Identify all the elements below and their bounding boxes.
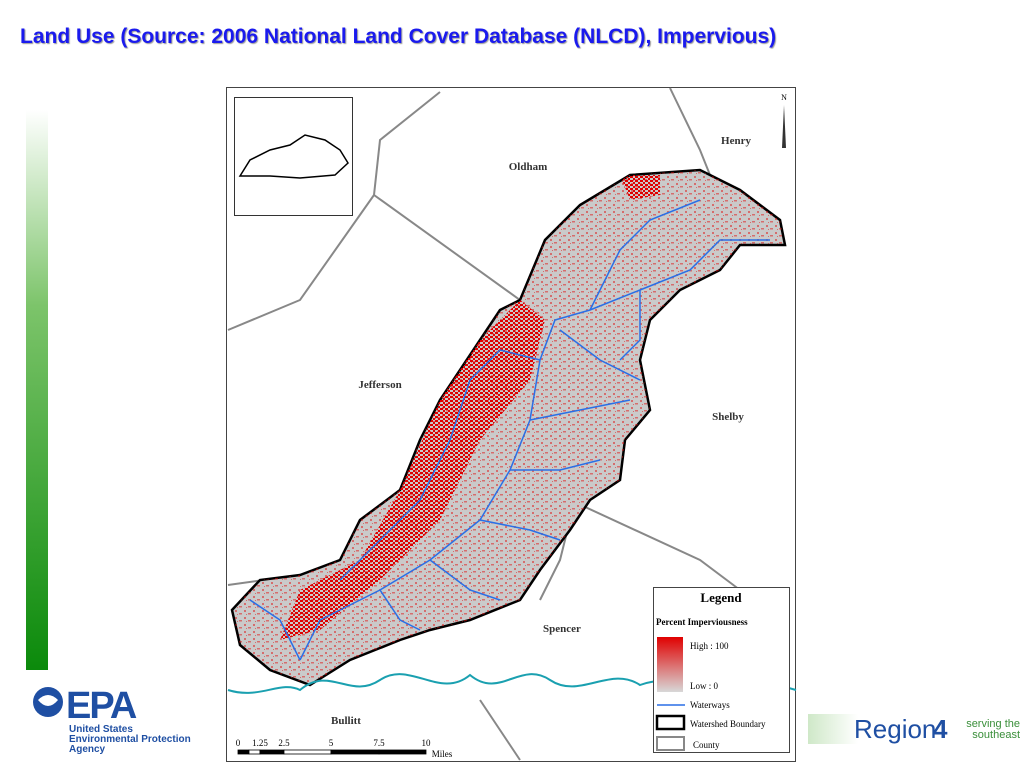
scale-label: 10 xyxy=(422,738,432,748)
legend-swatch xyxy=(655,714,686,731)
epa-logo: EPA United States Environmental Protecti… xyxy=(33,685,191,755)
river xyxy=(299,239,770,661)
river xyxy=(249,599,301,661)
waterways xyxy=(249,199,770,661)
river xyxy=(589,199,701,311)
impervious-dense xyxy=(620,175,660,200)
legend-ramp xyxy=(657,637,683,692)
county-label: Shelby xyxy=(712,411,744,423)
county-line xyxy=(373,91,441,196)
scale-label: 5 xyxy=(329,738,334,748)
region-gradient xyxy=(808,714,858,744)
scale-unit: Miles xyxy=(432,749,453,759)
scale-label: 2.5 xyxy=(278,738,290,748)
county-label: Bullitt xyxy=(331,715,361,727)
river xyxy=(529,399,631,421)
region-tagline: serving the xyxy=(966,718,1020,730)
epa-emblem-flower xyxy=(38,695,58,706)
scale-seg xyxy=(259,749,285,755)
epa-line: United States xyxy=(69,724,133,735)
region-name: Region xyxy=(854,714,936,744)
scale-seg xyxy=(237,749,250,755)
legend-title: Legend xyxy=(700,590,742,605)
green-bar xyxy=(26,110,48,670)
river xyxy=(379,589,421,631)
scale-bar xyxy=(237,749,427,755)
legend-item: Waterways xyxy=(690,700,730,710)
north-label: N xyxy=(781,93,787,102)
epa-mark: EPA xyxy=(66,685,137,727)
legend-swatch xyxy=(656,736,685,751)
county-line xyxy=(479,699,521,761)
north-arrow xyxy=(782,105,786,148)
region-number: 4 xyxy=(933,714,948,744)
river xyxy=(510,459,601,471)
county-label: Oldham xyxy=(509,161,548,173)
inset-frame xyxy=(234,97,353,216)
scale-seg xyxy=(248,749,261,755)
legend-item: Watershed Boundary xyxy=(690,719,766,729)
river xyxy=(479,519,561,541)
kentucky-outline xyxy=(238,134,349,179)
river xyxy=(429,559,501,601)
legend-high: High : 100 xyxy=(690,641,729,651)
scale-label: 7.5 xyxy=(373,738,385,748)
impervious-dense xyxy=(280,300,545,640)
legend-low: Low : 0 xyxy=(690,681,718,691)
county-line xyxy=(227,194,375,331)
river xyxy=(559,329,641,381)
county-label: Henry xyxy=(721,135,751,147)
legend-item: County xyxy=(693,740,720,750)
county-label: Spencer xyxy=(543,623,581,635)
scale-seg xyxy=(378,749,427,755)
ohio-river xyxy=(227,673,797,694)
legend-heading: Percent Imperviousness xyxy=(656,617,748,627)
region-tagline: southeast xyxy=(972,729,1020,741)
epa-line: Agency xyxy=(69,744,106,755)
river xyxy=(619,290,641,361)
river xyxy=(339,349,541,581)
slide-title: Land Use (Source: 2006 National Land Cov… xyxy=(20,25,776,48)
scale-label: 0 xyxy=(236,738,241,748)
epa-line: Environmental Protection xyxy=(69,734,191,745)
region-logo: Region 4 serving the southeast xyxy=(808,714,1020,744)
county-line xyxy=(569,499,741,591)
scale-seg xyxy=(283,749,332,755)
county-label: Jefferson xyxy=(358,379,401,391)
scale-label: 1.25 xyxy=(252,738,268,748)
scale-seg xyxy=(330,749,380,755)
